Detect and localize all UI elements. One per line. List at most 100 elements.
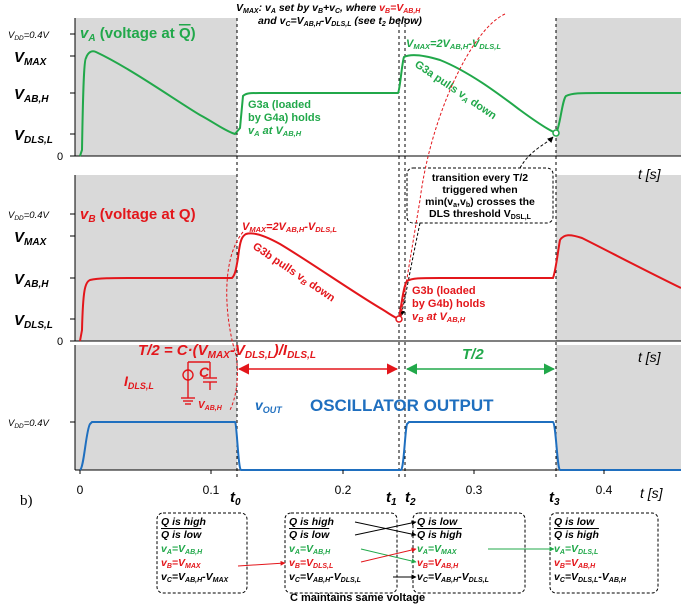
svg-text:Q is low: Q is low [554,516,595,528]
svg-text:vA=VDLS,L: vA=VDLS,L [554,543,598,556]
state-box-t0: Q is high Q is low vA=VAB,H vB=VMAX vC=V… [161,516,230,584]
header-note: VMAX: vA set by vB+vC, where vB=VAB,H an… [236,2,422,28]
svg-text:G3a (loaded: G3a (loaded [248,99,311,111]
panel-a-vmax-note: VMAX=2VAB,H-VDLS,L [406,38,501,51]
state-footer: C maintains same voltage [290,592,425,604]
panel-a-ylabel-vmax: VMAX [14,49,48,68]
panel-a-yticks [70,33,75,157]
shade-a-right [556,18,681,156]
svg-text:vA=VAB,H: vA=VAB,H [289,543,331,556]
time-marker-labels: t0 t1 t2 t3 [230,489,560,508]
half-period-formula: T/2 = C·(VMAX-VDLS,L)/IDLS,L [138,342,316,361]
svg-text:vB=VMAX: vB=VMAX [161,557,202,570]
panel-b-vmax-note: VMAX=2VAB,H-VDLS,L [242,221,337,234]
svg-text:and vC=VAB,H-VDLS,L (see t2 be: and vC=VAB,H-VDLS,L (see t2 below) [258,15,422,28]
svg-text:transition every T/2: transition every T/2 [432,172,528,184]
panel-c-xtick-labels: 0 0.1 0.2 0.3 0.4 [77,483,613,497]
svg-text:by G4b) holds: by G4b) holds [412,298,485,310]
cap-vabh-label: VAB,H [198,400,223,412]
cap-current-label: IDLS,L [124,373,154,391]
shade-b-left [75,175,237,341]
svg-text:vA=VMAX: vA=VMAX [417,543,458,556]
svg-text:vC=VAB,H-VMAX: vC=VAB,H-VMAX [161,571,230,584]
svg-text:0.4: 0.4 [596,483,613,497]
svg-text:t2: t2 [405,489,416,508]
g3b-hold-note: G3b (loaded by G4b) holds vB at VAB,H [412,285,485,324]
state-box-t3: Q is low Q is high vA=VDLS,L vB=VAB,H vC… [554,516,627,584]
state-boxes: Q is high Q is low vA=VAB,H vB=VMAX vC=V… [156,512,659,604]
panel-c-vdd-label: VDD=0.4V [8,418,50,430]
svg-text:by G4a) holds: by G4a) holds [248,112,321,124]
state-transition-arrows [237,520,555,580]
panel-b-taxis-label: t [s] [638,349,662,365]
panel-c: VDD=0.4V vOUT OSCILLATOR OUTPUT 0 0.1 0.… [8,345,681,509]
vb-crossing-dot [395,315,403,323]
svg-text:vC=VAB,H-VDLS,L: vC=VAB,H-VDLS,L [289,571,361,584]
panel-a-title: vA (voltage at Q) [80,25,196,44]
oscillator-output-title: OSCILLATOR OUTPUT [310,396,494,415]
vb-trace [79,232,681,342]
svg-text:vA=VAB,H: vA=VAB,H [161,543,203,556]
time-marker-lines [236,18,557,480]
svg-text:Q is low: Q is low [161,529,202,541]
svg-text:Q is high: Q is high [161,516,206,528]
svg-text:t1: t1 [386,489,397,508]
panel-b-ylabel-vmax: VMAX [14,229,48,248]
panel-b-ylabel-vdlsl: VDLS,L [14,312,53,331]
svg-text:vB=VDLS,L: vB=VDLS,L [289,557,333,570]
svg-text:vC=VDLS,L-VAB,H: vC=VDLS,L-VAB,H [554,571,627,584]
state-box-t1: Q is high Q is low vA=VAB,H vB=VDLS,L vC… [289,516,361,584]
panel-a-ylabel-vabh: VAB,H [14,86,49,105]
svg-text:DLS threshold VDSL,L: DLS threshold VDSL,L [429,208,532,221]
svg-text:0.1: 0.1 [203,483,220,497]
period-annotations: T/2 = C·(VMAX-VDLS,L)/IDLS,L T/2 IDLS,L … [124,342,556,412]
callout-arrow-to-va [519,136,554,169]
shaded-regions [75,18,681,470]
panel-a-zero: 0 [57,151,63,163]
linking-curves [226,13,506,411]
svg-text:Q is low: Q is low [417,516,458,528]
svg-text:G3b (loaded: G3b (loaded [412,285,476,297]
svg-text:t0: t0 [230,489,241,508]
panel-c-taxis-label: t [s] [640,485,664,501]
svg-text:vB at VAB,H: vB at VAB,H [412,311,466,324]
transition-callout: transition every T/2 triggered when min(… [399,136,554,317]
panel-b-zero: 0 [57,336,63,348]
vout-label: vOUT [255,397,283,415]
figure-corner-label: b) [20,493,33,509]
g3a-pulls-note: G3a pulls vA down [412,59,499,124]
svg-text:vB=VAB,H: vB=VAB,H [554,557,596,570]
panel-a-vdd-label: VDD=0.4V [8,30,50,42]
panel-a-taxis-label: t [s] [638,166,662,182]
panel-b-yticks [70,213,75,342]
svg-text:Q is high: Q is high [554,529,599,541]
panel-c-xticks [79,470,605,474]
g3a-hold-note: G3a (loaded by G4a) holds vA at VAB,H [248,99,321,138]
svg-text:vA at VAB,H: vA at VAB,H [248,125,302,138]
svg-text:0.2: 0.2 [335,483,352,497]
panel-b-ylabel-vabh: VAB,H [14,271,49,290]
svg-text:vB=VAB,H: vB=VAB,H [417,557,459,570]
shade-b-right [556,175,681,341]
svg-text:Q is low: Q is low [289,529,330,541]
svg-text:0.3: 0.3 [466,483,483,497]
shade-c-right [556,345,681,470]
vout-trace [79,421,681,471]
svg-text:triggered when: triggered when [442,184,517,196]
panel-a-ylabel-vdlsl: VDLS,L [14,127,53,146]
state-box-t2: Q is low Q is high vA=VMAX vB=VAB,H vC=V… [417,516,489,584]
svg-text:Q is high: Q is high [417,529,462,541]
svg-text:t3: t3 [549,489,560,508]
half-period-label: T/2 [462,346,484,363]
svg-text:min(va,vb) crosses the: min(va,vb) crosses the [425,196,535,209]
va-crossing-dot [552,129,560,137]
svg-text:vC=VAB,H-VDLS,L: vC=VAB,H-VDLS,L [417,571,489,584]
capacitor-circuit-icon [181,361,217,405]
svg-text:0: 0 [77,483,84,497]
svg-text:VMAX: vA set by vB+vC, where v: VMAX: vA set by vB+vC, where vB=VAB,H [236,2,421,15]
panel-b-title: vB (voltage at Q) [80,206,196,225]
panel-b-vdd-label: VDD=0.4V [8,210,50,222]
cap-c-label: C [199,364,210,380]
svg-text:Q is high: Q is high [289,516,334,528]
